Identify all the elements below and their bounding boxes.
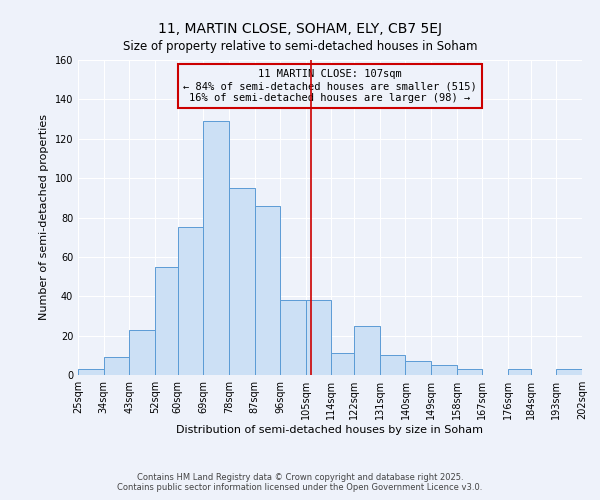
Bar	[254, 206, 280, 375]
X-axis label: Distribution of semi-detached houses by size in Soham: Distribution of semi-detached houses by …	[176, 425, 484, 435]
Bar	[380, 356, 406, 375]
Bar	[431, 365, 457, 375]
Bar	[203, 121, 229, 375]
Text: Contains HM Land Registry data © Crown copyright and database right 2025.
Contai: Contains HM Land Registry data © Crown c…	[118, 473, 482, 492]
Bar	[354, 326, 380, 375]
Text: 11, MARTIN CLOSE, SOHAM, ELY, CB7 5EJ: 11, MARTIN CLOSE, SOHAM, ELY, CB7 5EJ	[158, 22, 442, 36]
Bar	[406, 361, 431, 375]
Bar	[306, 300, 331, 375]
Bar	[556, 369, 582, 375]
Bar	[508, 369, 531, 375]
Bar	[229, 188, 254, 375]
Text: Size of property relative to semi-detached houses in Soham: Size of property relative to semi-detach…	[123, 40, 477, 53]
Y-axis label: Number of semi-detached properties: Number of semi-detached properties	[39, 114, 49, 320]
Bar	[104, 358, 129, 375]
Text: 11 MARTIN CLOSE: 107sqm
← 84% of semi-detached houses are smaller (515)
16% of s: 11 MARTIN CLOSE: 107sqm ← 84% of semi-de…	[183, 70, 477, 102]
Bar	[280, 300, 306, 375]
Bar	[457, 369, 482, 375]
Bar	[178, 228, 203, 375]
Bar	[129, 330, 155, 375]
Bar	[78, 369, 104, 375]
Bar	[331, 354, 354, 375]
Bar	[155, 266, 178, 375]
